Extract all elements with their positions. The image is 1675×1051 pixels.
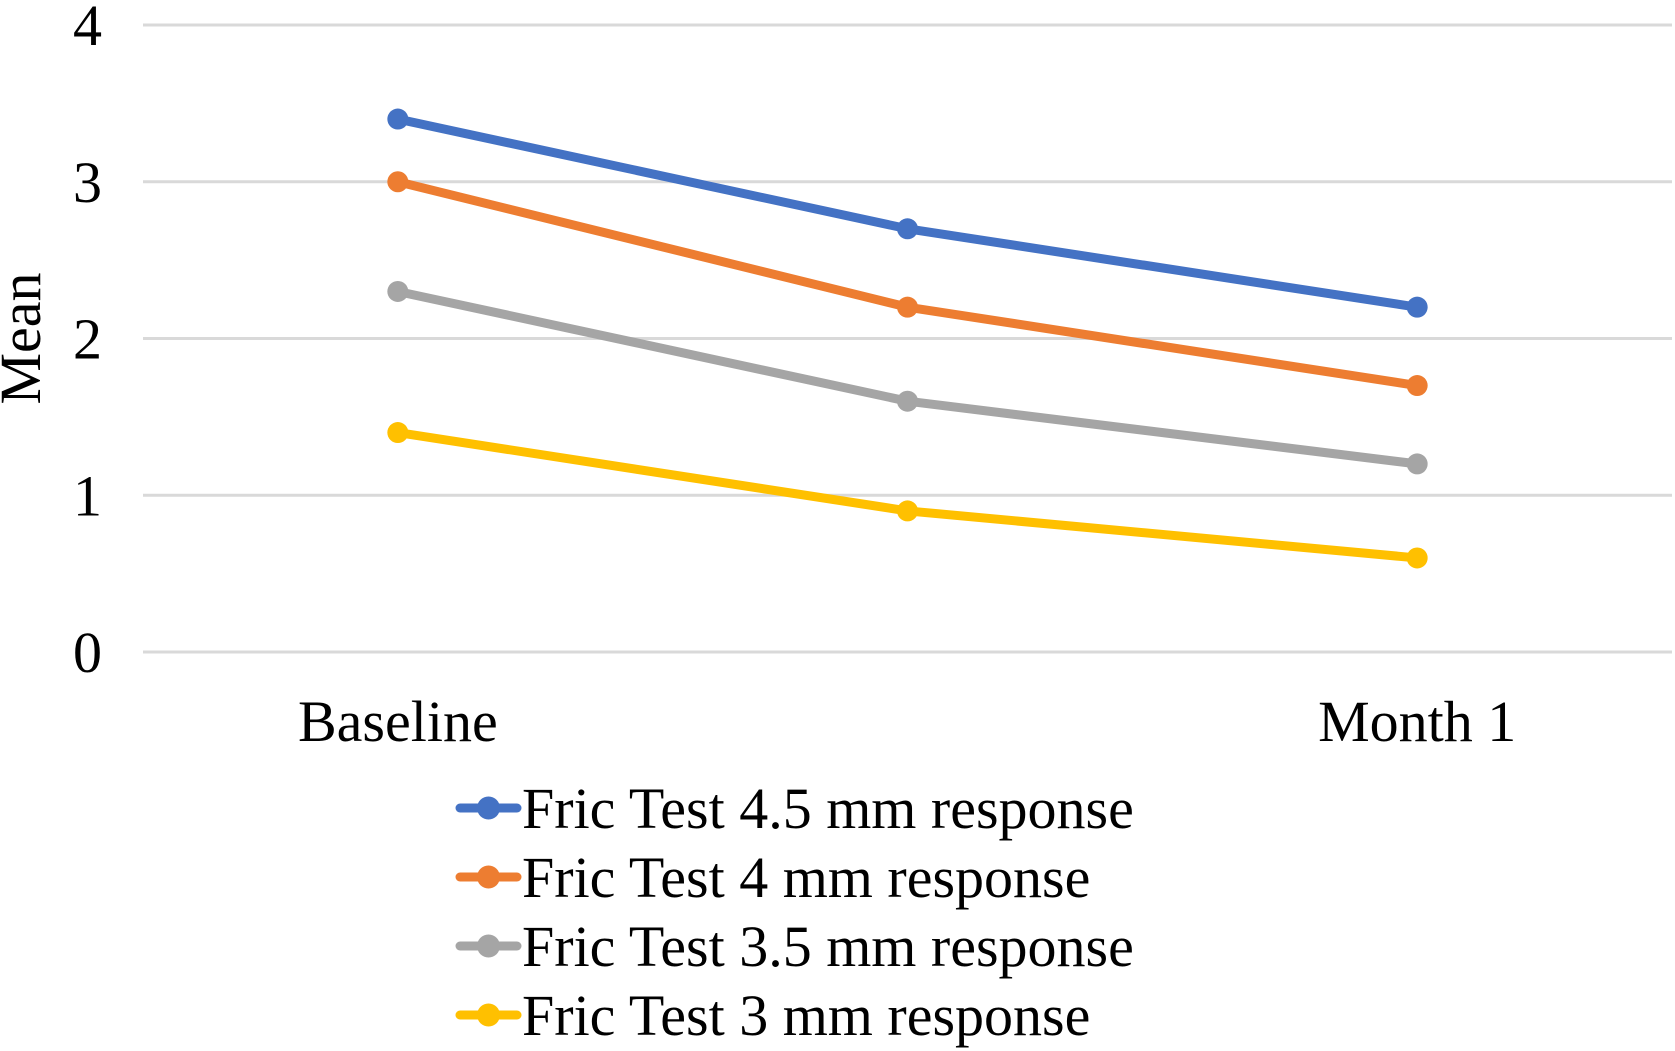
- data-point-marker: [387, 108, 409, 130]
- data-point-marker: [1406, 547, 1428, 569]
- legend-item: Fric Test 3 mm response: [455, 983, 1090, 1048]
- data-point-marker: [897, 296, 918, 318]
- y-tick-label: 3: [73, 150, 102, 215]
- data-point-marker: [897, 390, 918, 412]
- data-point-marker: [387, 280, 409, 302]
- legend-item: Fric Test 4.5 mm response: [455, 776, 1134, 841]
- y-axis-title: Mean: [0, 272, 53, 404]
- data-point-marker: [1406, 453, 1428, 475]
- series-1: [387, 108, 1428, 318]
- y-axis-tick-labels: 0 1 2 3 4: [73, 0, 102, 685]
- data-point-marker: [897, 500, 918, 522]
- x-axis-label: Baseline: [298, 689, 498, 754]
- legend-label: Fric Test 4 mm response: [522, 845, 1090, 910]
- legend-label: Fric Test 3 mm response: [522, 983, 1090, 1048]
- series-line: [393, 114, 1422, 312]
- x-axis-tick-labels: Baseline Month 1: [298, 689, 1516, 754]
- legend-marker-dot: [477, 796, 500, 820]
- legend-marker-dot: [477, 1003, 500, 1027]
- y-tick-label: 0: [73, 620, 102, 685]
- y-tick-label: 4: [73, 0, 102, 58]
- legend-item: Fric Test 3.5 mm response: [455, 914, 1134, 979]
- data-point-marker: [1406, 296, 1428, 318]
- legend-label: Fric Test 3.5 mm response: [522, 914, 1134, 979]
- series-4: [387, 422, 1428, 569]
- data-point-marker: [1406, 375, 1428, 397]
- gridlines: [143, 23, 1672, 654]
- data-point-marker: [387, 422, 409, 444]
- series-lines: [387, 108, 1428, 569]
- legend-marker-dot: [477, 934, 500, 958]
- legend-marker-dot: [477, 865, 500, 889]
- data-point-marker: [387, 171, 409, 193]
- x-axis-label: Month 1: [1318, 689, 1516, 754]
- series-3: [387, 280, 1428, 475]
- legend-item: Fric Test 4 mm response: [455, 845, 1090, 910]
- y-tick-label: 2: [73, 307, 102, 372]
- legend-label: Fric Test 4.5 mm response: [522, 776, 1134, 841]
- series-2: [387, 171, 1428, 397]
- y-tick-label: 1: [73, 463, 102, 528]
- data-point-marker: [897, 218, 918, 240]
